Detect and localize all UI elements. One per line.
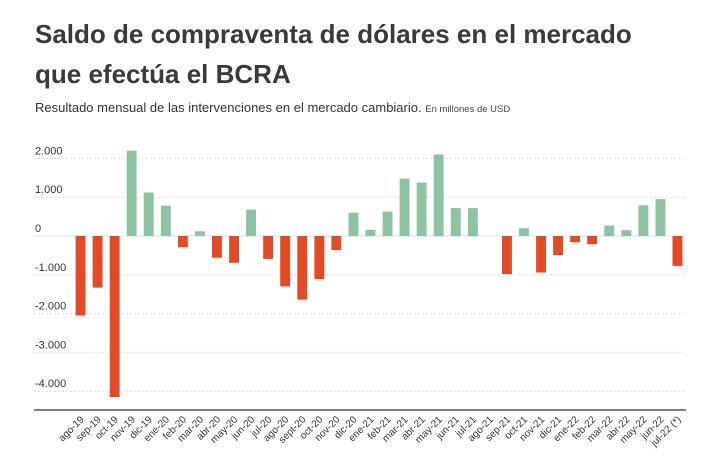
bar-abr-22 [621,230,632,236]
y-tick-label: -1.000 [35,262,66,274]
bar-mar-22 [604,225,615,236]
bar-mar-20 [195,231,205,236]
bar-dic-19 [143,192,154,236]
bar-ene-20 [160,205,171,236]
bar-abr-21 [416,182,427,236]
y-tick-label: -4.000 [35,378,66,390]
bar-feb-20 [177,236,188,248]
bar-jun-21 [450,208,461,236]
y-tick-label: 2.000 [35,145,63,157]
bar-abr-20 [212,236,222,258]
bar-ene-21 [365,229,376,236]
bar-nov-21 [536,236,546,273]
bar-ene-22 [570,236,581,243]
bars [75,150,683,397]
subtitle-unit: En millones de USD [425,104,511,115]
y-tick-label: 1.000 [35,184,63,196]
bar-ago-19 [75,236,86,316]
y-axis-tick-labels: 2.000 1.000 0 -1.000 -2.000 -3.000 -4.000 [35,145,66,390]
bar-dic-20 [348,212,359,236]
bar-jul-20 [263,236,274,259]
y-tick-label: -3.000 [35,339,66,351]
bar-may-22 [638,205,649,236]
bar-jun-20 [246,209,256,236]
bar-may-21 [433,154,444,236]
bar-may-20 [229,236,239,263]
bar-dic-21 [553,236,563,255]
chart-title: Saldo de compraventa de dólares en el me… [35,19,632,89]
bar-oct-20 [314,236,325,280]
y-tick-label: -2.000 [35,301,66,313]
bar-sep-19 [92,236,103,288]
bar-jul-21 [467,208,478,236]
bar-oct-21 [519,228,529,236]
subtitle-text: Resultado mensual de las intervenciones … [35,100,422,115]
bar-sept-20 [297,236,308,300]
x-axis-tick-labels: ago-19sep-19oct-19nov-19dic-19ene-20feb-… [57,414,684,450]
bar-nov-20 [331,236,342,250]
chart-subtitle: Resultado mensual de las intervenciones … [35,100,510,115]
bar-ago-20 [280,236,291,287]
bar-jul-22 [672,236,683,266]
bar-nov-19 [126,150,137,236]
bar-mar-21 [399,178,410,236]
bar-feb-21 [382,211,393,236]
y-tick-label: 0 [35,223,41,235]
bar-jun-22 [655,199,666,236]
bar-oct-19 [109,236,120,397]
bar-sep-21 [502,236,512,274]
bar-feb-22 [587,236,598,245]
